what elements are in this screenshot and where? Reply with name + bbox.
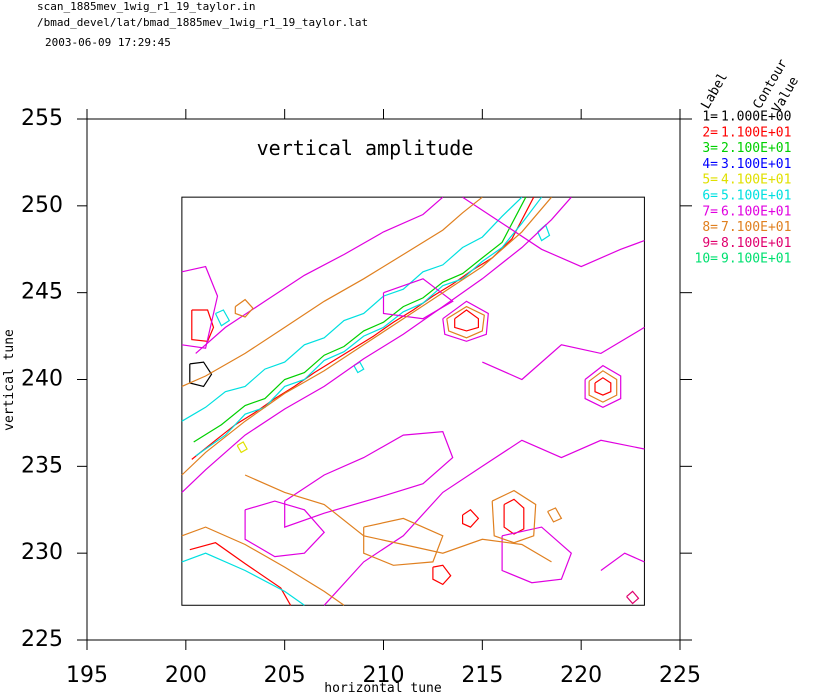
contour-line <box>236 441 248 454</box>
legend-value: 8.100E+01 <box>721 236 791 251</box>
legend-label: 10= <box>695 252 719 267</box>
header-line: 2003-06-09 17:29:45 <box>45 36 171 49</box>
legend-label: 5= <box>702 173 718 188</box>
contour-line <box>244 500 326 558</box>
contour-line <box>503 498 525 535</box>
x-axis-label: horizontal tune <box>324 681 442 694</box>
contour-line <box>626 590 640 605</box>
contour-line <box>191 196 535 460</box>
legend-label: 7= <box>702 204 718 219</box>
contour-line <box>432 564 452 586</box>
contour-line <box>363 517 444 566</box>
header-line: scan_1885mev_1wig_r1_19_taylor.in <box>37 0 256 13</box>
contour-line <box>442 300 489 342</box>
contour-line <box>181 196 572 493</box>
contour-line <box>594 377 612 396</box>
x-tick-label: 200 <box>165 663 207 688</box>
contour-line <box>189 361 213 388</box>
legend-label: 4= <box>702 157 718 172</box>
legend-label: 3= <box>702 141 718 156</box>
contour-line <box>600 552 645 571</box>
data-region <box>181 196 645 606</box>
legend-label: 9= <box>702 236 718 251</box>
legend-value: 3.100E+01 <box>721 157 791 172</box>
y-tick-label: 250 <box>21 193 63 218</box>
contour-line <box>181 265 219 349</box>
contour-line <box>353 361 365 374</box>
contour-line <box>214 309 231 327</box>
contour-line <box>482 326 645 381</box>
contour-line <box>181 552 305 606</box>
contour-line <box>181 526 345 606</box>
x-tick-label: 195 <box>66 663 108 688</box>
contour-line <box>284 430 454 528</box>
contour-line <box>234 298 254 318</box>
y-tick-label: 225 <box>21 627 63 652</box>
contour-line <box>588 370 618 403</box>
legend-value: 7.100E+01 <box>721 220 791 235</box>
legend-value: 1.000E+00 <box>721 110 791 125</box>
contour-line <box>454 309 479 332</box>
x-tick-label: 225 <box>659 663 701 688</box>
legend-value: 5.100E+01 <box>721 189 791 204</box>
legend-value: 6.100E+01 <box>721 204 791 219</box>
header-line: /bmad_devel/lat/bmad_1885mev_1wig_r1_19_… <box>37 16 368 29</box>
contour-line <box>193 196 527 443</box>
y-tick-label: 235 <box>21 453 63 478</box>
contour-line <box>195 196 543 457</box>
contour-line <box>547 507 563 523</box>
contour-line <box>181 196 552 476</box>
legend-value: 2.100E+01 <box>721 141 791 156</box>
contour-line <box>191 309 215 342</box>
y-axis-label: vertical tune <box>2 329 17 431</box>
contour-line <box>195 196 444 354</box>
contour-line <box>244 474 552 563</box>
contour-line <box>181 196 483 387</box>
contour-line <box>584 364 622 408</box>
legend-label: 1= <box>702 110 718 125</box>
contour-line <box>462 196 645 268</box>
x-tick-label: 205 <box>264 663 306 688</box>
x-tick-label: 210 <box>363 663 405 688</box>
x-tick-label: 215 <box>461 663 503 688</box>
legend-label: 8= <box>702 220 718 235</box>
contour-line <box>462 509 480 528</box>
chart-title: vertical amplitude <box>257 136 474 160</box>
legend-value: 1.100E+01 <box>721 125 791 140</box>
legend-value: 4.100E+01 <box>721 173 791 188</box>
contour-line <box>382 278 454 320</box>
legend-label: 2= <box>702 125 718 140</box>
y-tick-label: 245 <box>21 280 63 305</box>
y-tick-label: 230 <box>21 540 63 565</box>
legend-header: Label <box>699 70 732 111</box>
legend-label: 6= <box>702 189 718 204</box>
contour-line <box>181 196 523 422</box>
contour-line <box>501 526 573 584</box>
x-tick-label: 220 <box>560 663 602 688</box>
contour-line <box>446 305 485 339</box>
y-tick-label: 255 <box>21 106 63 131</box>
contour-line <box>189 542 292 606</box>
contour-line <box>491 489 537 544</box>
contour-line <box>323 439 645 606</box>
y-tick-label: 240 <box>21 367 63 392</box>
legend-value: 9.100E+01 <box>721 252 791 267</box>
